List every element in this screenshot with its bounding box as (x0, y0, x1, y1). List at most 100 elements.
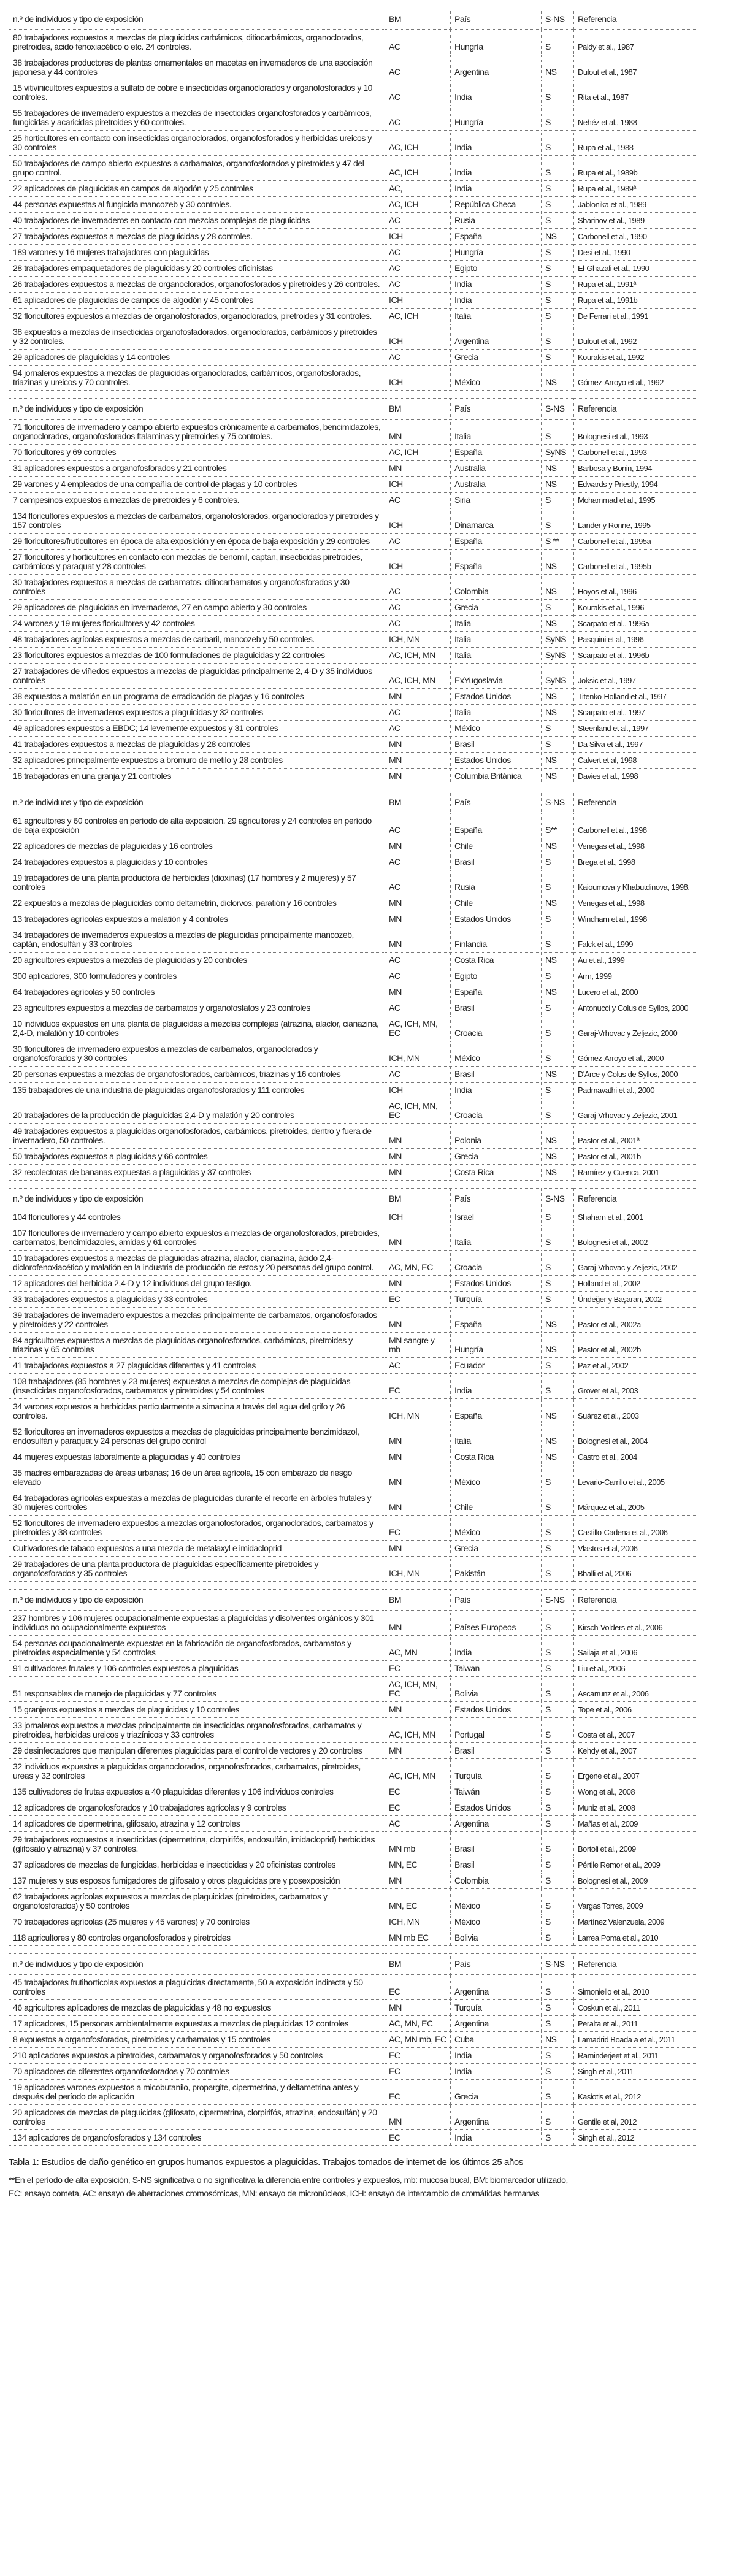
reference-cell: Dulout et al., 1992 (573, 324, 697, 350)
country-cell: México (450, 1914, 542, 1930)
significance-cell: S (541, 1635, 574, 1661)
country-cell: Argentina (450, 1974, 542, 2000)
significance-cell: NS (541, 952, 574, 968)
reference-cell: Simoniello et al., 2010 (573, 1974, 697, 2000)
exposure-cell: 44 personas expuestas al fungicida manco… (9, 196, 385, 213)
header-biomarker: BM (385, 1953, 451, 1975)
table-row: 108 trabajadores (85 hombres y 23 mujere… (9, 1373, 697, 1399)
country-cell: Brasil (450, 1831, 542, 1857)
exposure-cell: 29 trabajadores expuestos a insecticidas… (9, 1831, 385, 1857)
studies-table: n.º de individuos y tipo de exposición BM… (9, 9, 697, 2146)
table-row: 52 floricultores de invernadero expuesto… (9, 1515, 697, 1541)
significance-cell: S (541, 180, 574, 197)
biomarker-cell: AC (385, 212, 451, 229)
exposure-cell: 29 aplicadores de plaguicidas en inverna… (9, 599, 385, 616)
country-cell: Italia (450, 1225, 542, 1251)
exposure-cell: 22 aplicadores de mezclas de plaguicidas… (9, 838, 385, 854)
exposure-cell: 10 individuos expuestos en una planta de… (9, 1016, 385, 1041)
table-row: 37 aplicadores de mezclas de fungicidas,… (9, 1857, 697, 1873)
country-cell: Croacia (450, 1250, 542, 1276)
country-cell: España (450, 1398, 542, 1424)
exposure-cell: 71 floricultores de invernadero y campo … (9, 419, 385, 445)
significance-cell: S (541, 1041, 574, 1067)
biomarker-cell: ICH, MN (385, 631, 451, 648)
country-cell: Brasil (450, 854, 542, 870)
reference-cell: Sailaja et al., 2006 (573, 1635, 697, 1661)
biomarker-cell: AC (385, 349, 451, 366)
reference-cell: Kehdy et al., 2007 (573, 1742, 697, 1759)
country-cell: Hungría (450, 1332, 542, 1358)
exposure-cell: 33 jornaleros expuestos a mezclas princi… (9, 1717, 385, 1743)
significance-cell: S (541, 1373, 574, 1399)
reference-cell: Coskun et al., 2011 (573, 1999, 697, 2016)
biomarker-cell: EC (385, 1974, 451, 2000)
table-row: 237 hombres y 106 mujeres ocupacionalmen… (9, 1610, 697, 1636)
reference-cell: Bortoli et al., 2009 (573, 1831, 697, 1857)
reference-cell: Pasquini et al., 1996 (573, 631, 697, 648)
header-reference: Referencia (573, 1589, 697, 1611)
country-cell: Bolivia (450, 1676, 542, 1702)
reference-cell: Carbonell et al., 1995b (573, 549, 697, 575)
biomarker-cell: ICH (385, 476, 451, 493)
reference-cell: Gómez-Arroyo et al., 2000 (573, 1041, 697, 1067)
significance-cell: S (541, 244, 574, 261)
country-cell: Argentina (450, 1815, 542, 1832)
exposure-cell: 41 trabajadores expuestos a mezclas de p… (9, 736, 385, 753)
biomarker-cell: AC (385, 599, 451, 616)
reference-cell: Carbonell et al., 1993 (573, 444, 697, 461)
biomarker-cell: MN (385, 1742, 451, 1759)
header-reference: Referencia (573, 792, 697, 813)
reference-cell: Titenko-Holland et al., 1997 (573, 688, 697, 705)
country-cell: Turquía (450, 1291, 542, 1308)
table-row: 12 aplicadores del herbicida 2,4-D y 12 … (9, 1275, 697, 1292)
reference-cell: Levario-Carrillo et al., 2005 (573, 1465, 697, 1490)
country-cell: India (450, 80, 542, 105)
header-biomarker: BM (385, 398, 451, 420)
country-cell: Estados Unidos (450, 1275, 542, 1292)
significance-cell: S (541, 1701, 574, 1718)
significance-cell: NS (541, 1066, 574, 1083)
reference-cell: Liu et al., 2006 (573, 1660, 697, 1677)
reference-cell: Wong et al., 2008 (573, 1784, 697, 1800)
table-row: 14 aplicadores de cipermetrina, glifosat… (9, 1815, 697, 1832)
country-cell: Rusia (450, 212, 542, 229)
reference-cell: Ascarrunz et al., 2006 (573, 1676, 697, 1702)
exposure-cell: 48 trabajadores agrícolas expuestos a me… (9, 631, 385, 648)
exposure-cell: 24 trabajadores expuestos a plaguicidas … (9, 854, 385, 870)
biomarker-cell: AC (385, 813, 451, 838)
exposure-cell: 20 personas expuestas a mezclas de organ… (9, 1066, 385, 1083)
reference-cell: Venegas et al., 1998 (573, 838, 697, 854)
table-row: 22 aplicadores de mezclas de plaguicidas… (9, 838, 697, 854)
biomarker-cell: MN (385, 1701, 451, 1718)
biomarker-cell: AC (385, 1000, 451, 1016)
significance-cell: S (541, 1016, 574, 1041)
table-row: 134 floricultores expuestos a mezclas de… (9, 508, 697, 534)
significance-cell: SyNS (541, 663, 574, 689)
exposure-cell: 38 expuestos a mezclas de insecticidas o… (9, 324, 385, 350)
reference-cell: Venegas et al., 1998 (573, 895, 697, 911)
exposure-cell: 210 aplicadores expuestos a piretroides,… (9, 2047, 385, 2064)
exposure-cell: 27 trabajadores de viñedos expuestos a m… (9, 663, 385, 689)
header-reference: Referencia (573, 9, 697, 30)
reference-cell: Rupa et al., 1989ª (573, 180, 697, 197)
header-exposure: n.º de individuos y tipo de exposición (9, 1589, 385, 1611)
biomarker-cell: EC (385, 2079, 451, 2105)
country-cell: Portugal (450, 1717, 542, 1743)
biomarker-cell: MN mb EC (385, 1930, 451, 1946)
exposure-cell: 27 floricultores y horticultores en cont… (9, 549, 385, 575)
reference-cell: Paz et al., 2002 (573, 1357, 697, 1374)
table-row: 137 mujeres y sus esposos fumigadores de… (9, 1873, 697, 1889)
table-row: 32 individuos expuestos a plaguicidas or… (9, 1758, 697, 1784)
country-cell: Colombia (450, 1873, 542, 1889)
table-row: 38 expuestos a malatión en un programa d… (9, 688, 697, 705)
significance-cell: S (541, 1888, 574, 1914)
significance-cell: S (541, 599, 574, 616)
table-row: 134 aplicadores de organofosforados y 13… (9, 2129, 697, 2146)
table-row: 61 agricultores y 60 controles en períod… (9, 813, 697, 838)
country-cell: Bolivia (450, 1930, 542, 1946)
reference-cell: Au et al., 1999 (573, 952, 697, 968)
exposure-cell: 44 mujeres expuestas laboralmente a plag… (9, 1449, 385, 1465)
reference-cell: Kourakis et al., 1992 (573, 349, 697, 366)
country-cell: Italia (450, 704, 542, 721)
exposure-cell: 84 agricultores expuestos a mezclas de p… (9, 1332, 385, 1358)
